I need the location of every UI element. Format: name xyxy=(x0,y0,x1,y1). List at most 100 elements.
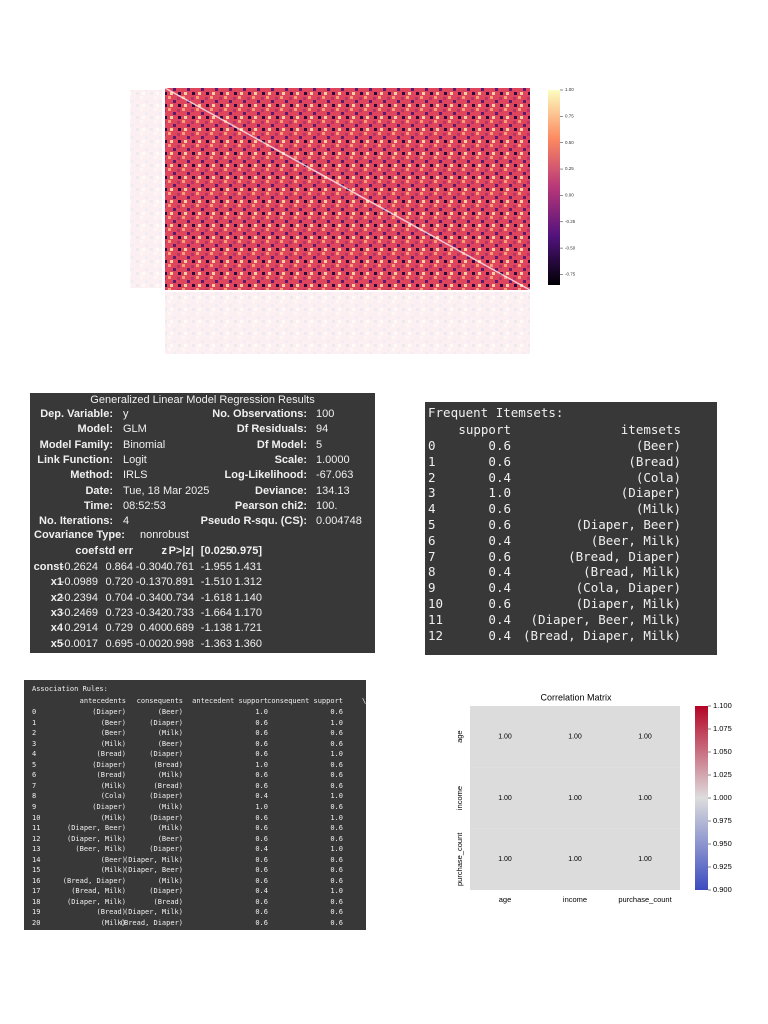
row-index: 19 xyxy=(32,908,41,917)
rules-cell: 0.6 xyxy=(330,781,343,790)
row-index: 11 xyxy=(428,611,444,627)
rules-cell: (Diaper) xyxy=(149,792,183,801)
cell-label: 1.00 xyxy=(498,795,512,802)
row-index: 11 xyxy=(32,824,41,833)
coef-cell: 0.998 xyxy=(166,637,194,650)
rules-cell: 0.4 xyxy=(255,845,268,854)
summary-value: 94 xyxy=(316,423,329,436)
row-index: 20 xyxy=(32,919,41,927)
row-index: 4 xyxy=(428,501,436,517)
summary-label: Pearson chi2: xyxy=(234,499,307,512)
rules-cell: 0.6 xyxy=(255,876,268,885)
coef-cell: -0.0989 xyxy=(60,576,98,589)
coef-row-label: x3 xyxy=(50,606,63,619)
coef-cell: 0.761 xyxy=(166,561,194,573)
coef-cell: 1.170 xyxy=(234,606,262,619)
coef-header: std err xyxy=(98,545,133,557)
summary-value: 0.004748 xyxy=(316,515,362,528)
coef-cell: 0.2914 xyxy=(64,622,98,635)
support: 0.6 xyxy=(488,596,511,611)
coef-cell: 0.733 xyxy=(166,606,194,619)
x-tick-label: age xyxy=(499,895,512,904)
colorbar-tick-label: 0.975 xyxy=(713,816,732,825)
row-index: 5 xyxy=(428,517,436,532)
itemsets-title: Frequent Itemsets: xyxy=(428,405,564,420)
row-index: 16 xyxy=(32,876,41,885)
rules-cell: (Diaper) xyxy=(149,718,183,727)
rules-cell: 0.6 xyxy=(330,897,343,906)
coef-cell: 0.729 xyxy=(105,622,133,635)
row-index: 18 xyxy=(32,897,41,906)
rules-cell: (Milk) xyxy=(100,866,126,875)
y-tick-label: age xyxy=(455,730,464,743)
rules-cell: 0.6 xyxy=(255,824,268,833)
cell-label: 1.00 xyxy=(638,856,652,863)
rules-cell: 0.6 xyxy=(330,866,343,875)
summary-value: Binomial xyxy=(123,438,166,451)
row-index: 6 xyxy=(428,532,436,548)
rules-cell: (Diaper, Milk) xyxy=(66,897,126,906)
colorbar-tick-label: 0.925 xyxy=(713,862,732,871)
summary-value: 100. xyxy=(316,499,338,512)
colorbar xyxy=(695,706,708,890)
rules-cell: 0.6 xyxy=(330,855,343,864)
rules-cell: 0.6 xyxy=(255,750,268,759)
coef-cell: -0.342 xyxy=(135,606,167,619)
coef-cell: -1.664 xyxy=(200,606,232,619)
row-index: 3 xyxy=(32,739,37,748)
rules-cell: 0.6 xyxy=(330,729,343,738)
row-index: 14 xyxy=(32,855,41,864)
colorbar-tick-label: 1.025 xyxy=(713,770,732,779)
coef-header: z xyxy=(161,545,168,557)
rules-cell: (Milk) xyxy=(157,876,183,885)
rules-cell: (Bread) xyxy=(96,750,126,759)
row-index: 8 xyxy=(428,564,436,580)
itemset: (Bread, Milk) xyxy=(583,564,681,580)
glm-title: Generalized Linear Model Regression Resu… xyxy=(90,394,315,406)
support: 0.6 xyxy=(488,453,511,469)
coef-cell: 0.704 xyxy=(105,591,133,604)
rules-cell: (Diaper) xyxy=(149,750,183,759)
rules-cell: (Bread) xyxy=(96,908,126,917)
itemset: (Milk) xyxy=(635,501,681,517)
support: 0.4 xyxy=(488,564,511,580)
rules-cell: 0.6 xyxy=(330,760,343,769)
summary-label: Model: xyxy=(77,423,113,436)
rules-cell: 1.0 xyxy=(330,750,343,759)
row-index: 2 xyxy=(428,469,436,485)
summary-label: Log-Likelihood: xyxy=(224,469,307,482)
summary-value: 4 xyxy=(123,515,130,528)
rules-cell: 0.6 xyxy=(330,919,343,927)
rules-cell: 0.6 xyxy=(255,729,268,738)
y-tick-label: purchase_count xyxy=(455,832,464,886)
chart-title: Correlation Matrix xyxy=(540,692,612,702)
summary-label: Model Family: xyxy=(39,438,113,451)
rules-cell: 1.0 xyxy=(330,813,343,822)
colorbar-tick-label: 1.050 xyxy=(713,747,732,756)
rules-cell: (Beer) xyxy=(157,708,183,716)
rules-cell: 0.6 xyxy=(255,718,268,727)
rules-cell: 0.6 xyxy=(255,919,268,927)
heatmap-cell xyxy=(610,828,680,890)
rules-cell: (Bread) xyxy=(153,897,183,906)
itemset: (Beer) xyxy=(635,438,681,453)
colorbar-tick-label: -0.25 xyxy=(565,219,576,224)
row-index: 3 xyxy=(428,485,436,501)
coef-row-label: x1 xyxy=(50,576,63,589)
support: 0.4 xyxy=(488,532,511,548)
colorbar xyxy=(548,90,560,285)
row-index: 1 xyxy=(428,453,436,469)
colorbar-tick-label: 0.00 xyxy=(565,193,574,198)
summary-label: Deviance: xyxy=(255,484,307,497)
row-index: 10 xyxy=(32,813,41,822)
coef-header: coef xyxy=(75,545,98,557)
rules-cell: 0.6 xyxy=(255,813,268,822)
coef-cell: -1.618 xyxy=(200,591,232,604)
colorbar-tick-label: 0.950 xyxy=(713,839,732,848)
colorbar-tick-label: 0.900 xyxy=(713,885,732,894)
heatmap-cell xyxy=(540,828,610,890)
row-index: 12 xyxy=(32,834,41,843)
row-index: 1 xyxy=(32,718,37,727)
summary-label: Scale: xyxy=(274,453,307,466)
